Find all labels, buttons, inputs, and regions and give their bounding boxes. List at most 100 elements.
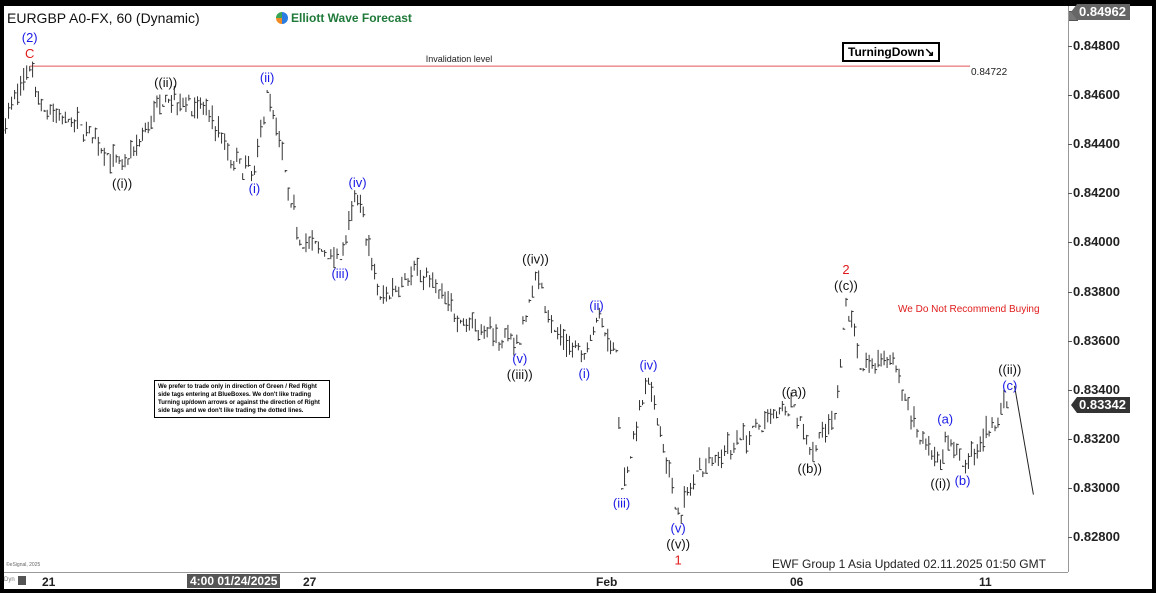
price-bar xyxy=(76,106,80,129)
price-bar xyxy=(671,477,675,494)
price-bar xyxy=(23,67,26,91)
price-bar xyxy=(73,119,77,133)
price-bar xyxy=(185,97,188,113)
time-axis[interactable]: Dyn 4:00 01/24/2025 21 27 Feb 06 11 xyxy=(4,572,1068,590)
price-bar xyxy=(656,418,660,426)
dyn-label: Dyn xyxy=(4,577,15,583)
price-bar xyxy=(459,319,463,324)
price-bar xyxy=(544,306,548,314)
price-bar xyxy=(345,235,348,245)
price-bar xyxy=(395,285,398,293)
price-bar xyxy=(982,428,986,452)
price-bar xyxy=(205,98,209,116)
price-bar xyxy=(970,441,974,457)
price-bar xyxy=(382,285,386,304)
price-bar xyxy=(462,318,466,326)
disclaimer-box: We prefer to trade only in direction of … xyxy=(154,380,330,418)
price-bar xyxy=(281,141,285,161)
price-bar xyxy=(489,316,493,330)
price-bar xyxy=(480,324,484,336)
price-bar xyxy=(354,190,357,203)
price-bar xyxy=(580,350,584,363)
price-bar xyxy=(554,329,557,333)
price-bar xyxy=(202,101,206,115)
price-plot[interactable]: Invalidation level 0.84722 (2)C ((i)) ((ii))… xyxy=(4,6,1068,572)
price-bar xyxy=(290,203,294,208)
price-bar xyxy=(627,466,630,474)
price-bar xyxy=(566,333,569,357)
price-bar xyxy=(598,307,602,319)
price-bar xyxy=(815,445,819,452)
price-bar xyxy=(953,441,956,459)
price-bar xyxy=(839,358,843,368)
price-bar xyxy=(17,83,20,105)
price-bar xyxy=(612,342,616,351)
price-bar xyxy=(55,108,59,124)
price-bar xyxy=(717,451,721,466)
price-bar xyxy=(444,291,448,305)
price-bar xyxy=(153,100,157,123)
price-bar xyxy=(665,457,669,474)
price-bar xyxy=(568,335,572,355)
price-bar xyxy=(253,165,257,175)
price-bar xyxy=(359,194,363,213)
price-bar xyxy=(842,327,846,330)
price-bar xyxy=(828,414,831,435)
wave-label: ((v)) xyxy=(666,537,690,552)
price-bar xyxy=(227,142,230,161)
price-bar xyxy=(441,283,444,299)
price-bar xyxy=(662,443,666,453)
price-bar xyxy=(621,488,624,490)
price-bar xyxy=(784,406,788,416)
price-bar xyxy=(194,97,197,119)
price-bar xyxy=(942,449,945,464)
price-bar xyxy=(653,395,657,410)
x-tick-label: 27 xyxy=(303,575,317,589)
price-bar xyxy=(314,240,318,244)
wave-label: (iii) xyxy=(613,496,630,511)
price-bar xyxy=(236,147,239,162)
price-bar xyxy=(61,115,65,125)
price-bar xyxy=(162,104,165,107)
price-bar xyxy=(147,121,151,134)
price-bar xyxy=(127,158,130,165)
price-bar xyxy=(217,116,221,138)
price-bar xyxy=(778,407,782,415)
price-bar xyxy=(348,211,351,231)
price-bar xyxy=(934,446,937,467)
price-bar xyxy=(806,434,809,445)
x-tick-label: Feb xyxy=(596,575,618,589)
price-bar xyxy=(845,297,848,307)
price-bar xyxy=(699,457,702,471)
price-bar xyxy=(988,430,992,437)
price-bar xyxy=(892,352,896,365)
price-bar xyxy=(37,91,41,105)
price-axis[interactable]: 0.84962 0.83342 0.82800 0.83000 0.83200 0.8… xyxy=(1068,4,1153,572)
price-bar xyxy=(179,93,183,112)
dyn-toggle[interactable] xyxy=(18,576,26,585)
price-bar xyxy=(913,406,917,428)
price-bar xyxy=(362,206,366,218)
price-bar xyxy=(371,257,374,271)
price-bar xyxy=(188,94,191,101)
price-bar xyxy=(944,431,948,443)
price-bar xyxy=(724,445,727,456)
price-bar xyxy=(708,447,712,464)
price-bar xyxy=(668,460,672,478)
price-bar xyxy=(994,425,998,432)
price-bar xyxy=(787,413,791,417)
wave-label: ((b)) xyxy=(797,461,822,476)
price-bar xyxy=(761,430,764,433)
price-bar xyxy=(871,358,875,369)
price-bar xyxy=(498,341,502,351)
price-bar xyxy=(550,315,554,334)
price-bar xyxy=(825,423,828,443)
price-bar xyxy=(133,146,136,157)
price-bar xyxy=(32,61,35,78)
price-bar xyxy=(416,257,420,276)
price-bar xyxy=(928,435,931,456)
projection-line xyxy=(1014,385,1034,495)
price-bar xyxy=(257,138,260,158)
price-bar xyxy=(357,194,360,206)
price-bar xyxy=(168,98,171,103)
